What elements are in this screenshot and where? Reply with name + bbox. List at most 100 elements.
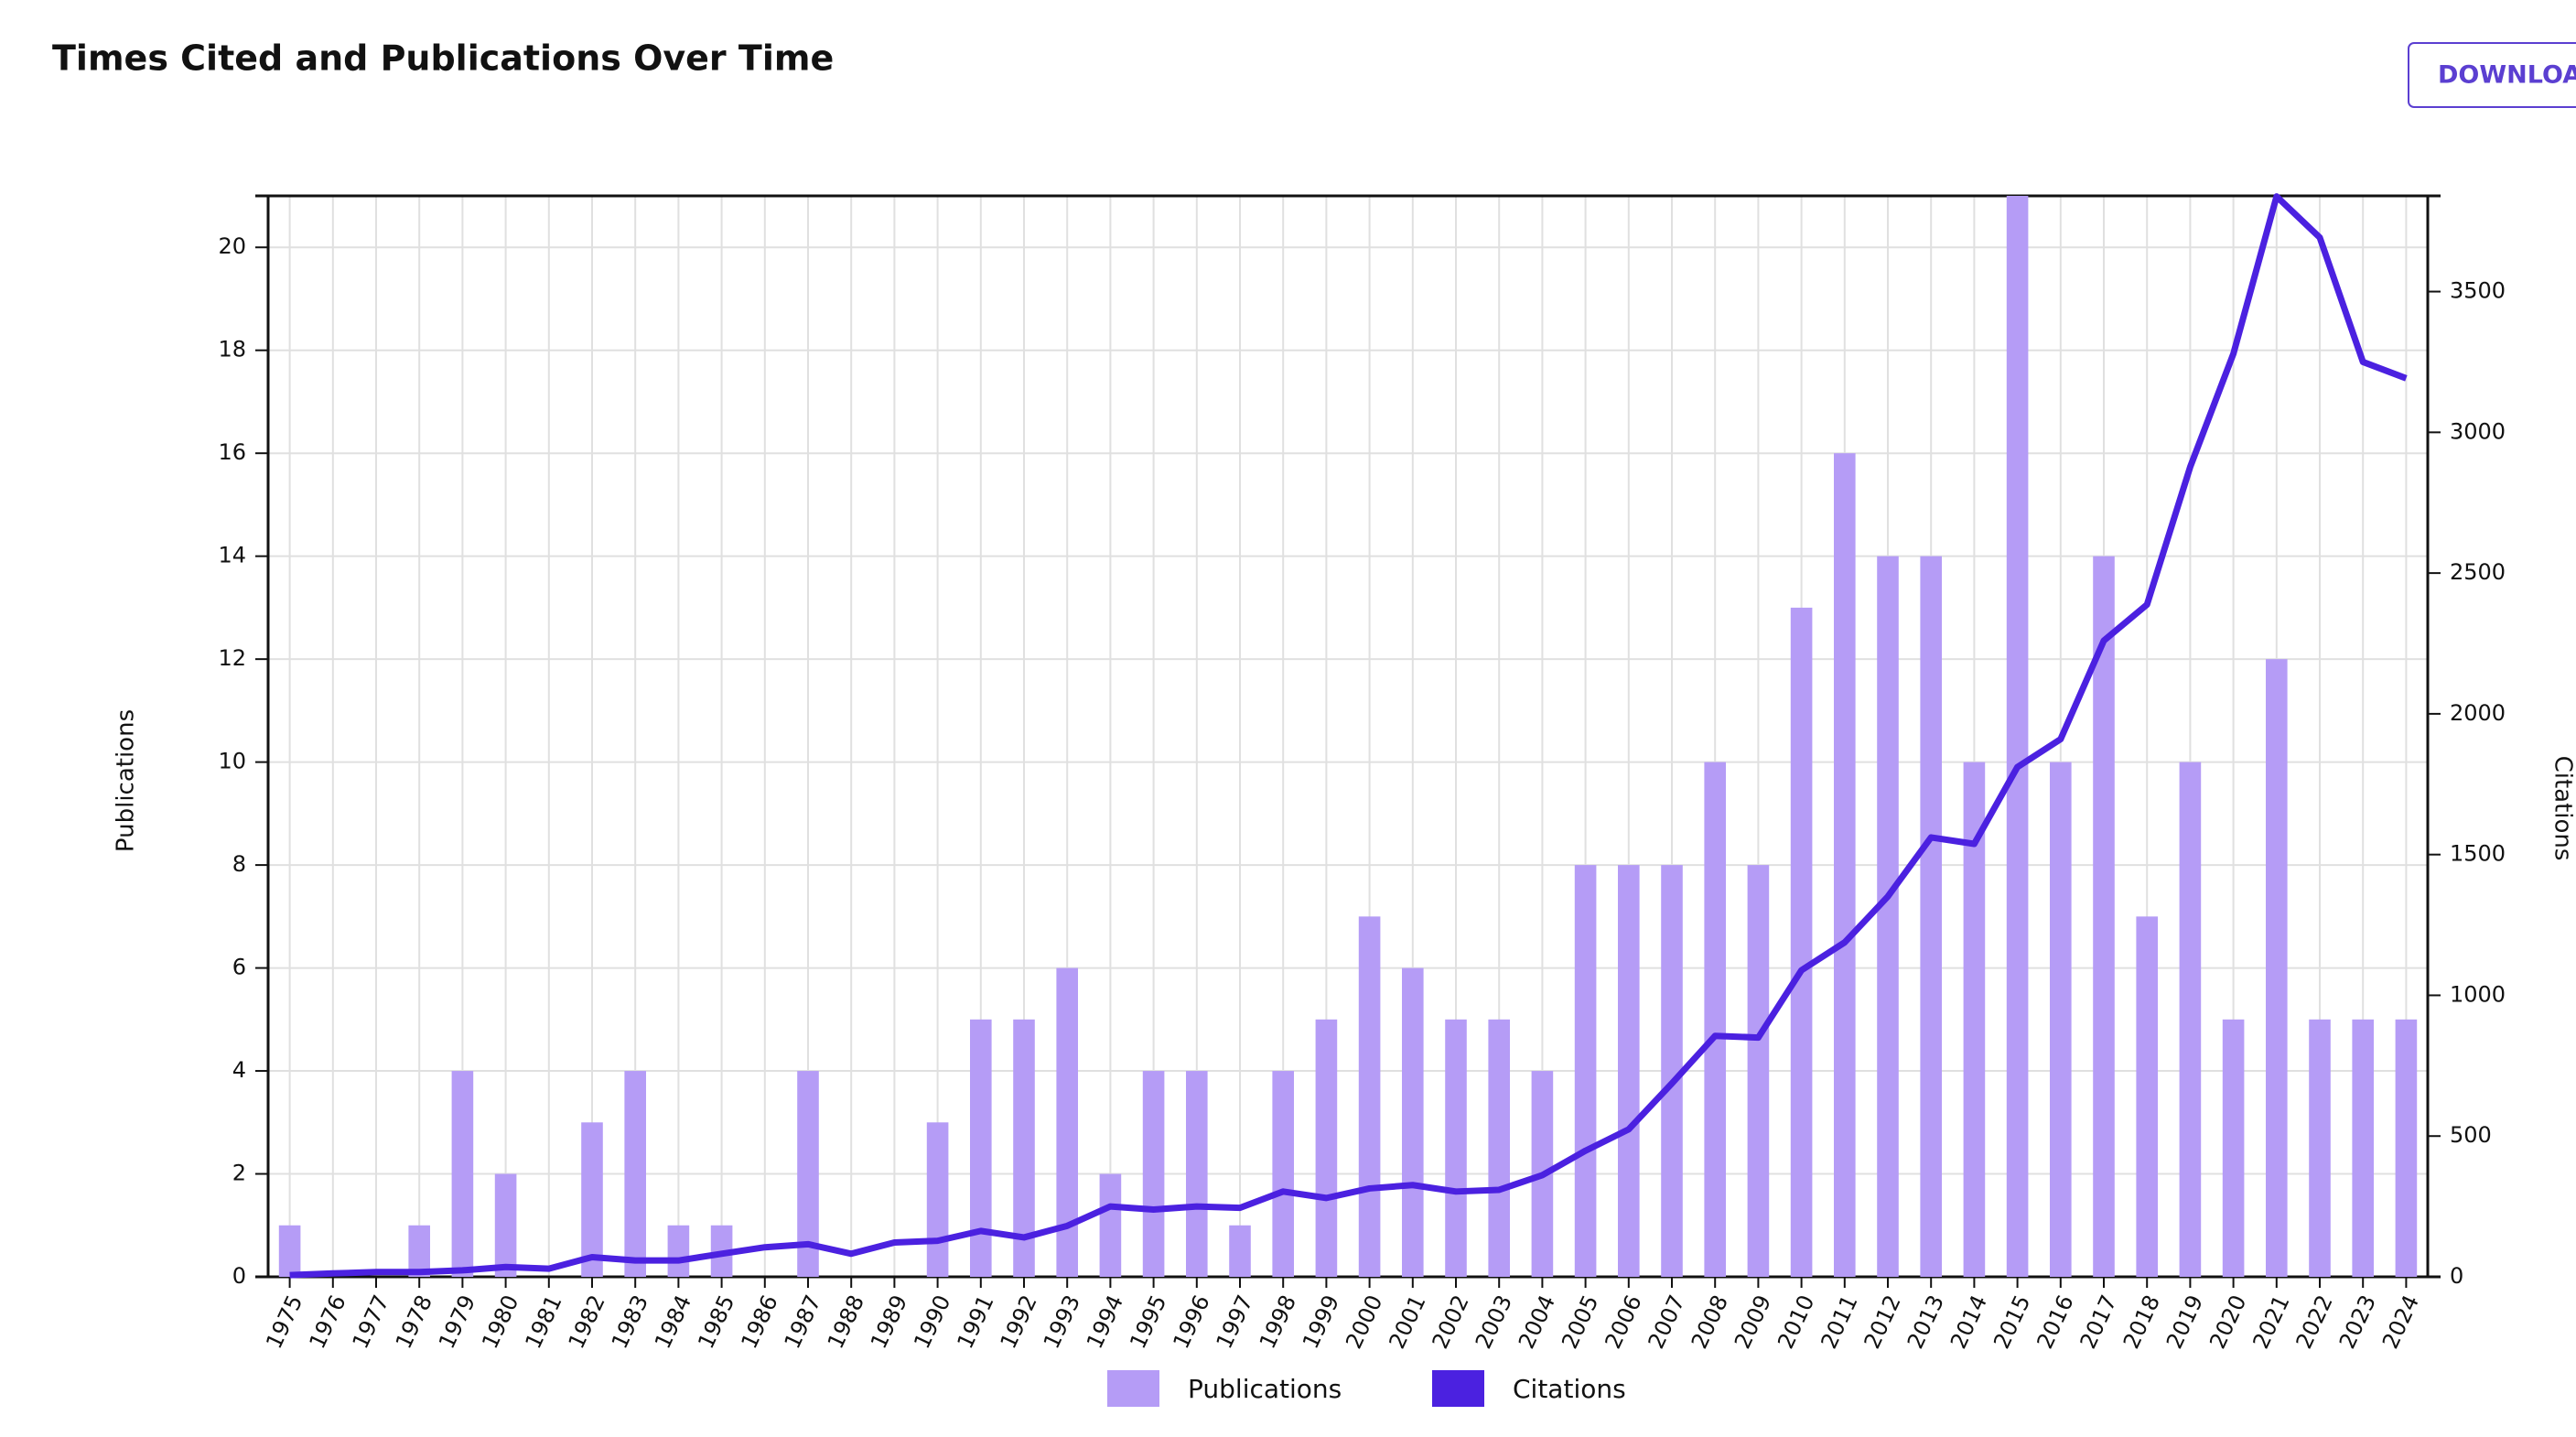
x-tick-label: 2005: [1557, 1291, 1603, 1353]
x-tick-label: 1992: [996, 1291, 1042, 1353]
y2-axis-title: Citations: [2549, 756, 2576, 861]
y-tick-label: 4: [232, 1057, 246, 1083]
x-tick-label: 2008: [1687, 1291, 1733, 1353]
x-tick-label: 1978: [391, 1291, 437, 1353]
bar: [1963, 762, 1986, 1277]
legend-label: Citations: [1513, 1374, 1626, 1404]
x-tick-label: 1980: [477, 1291, 523, 1353]
x-tick-label: 1990: [909, 1291, 955, 1353]
y-axis-title: Publications: [113, 709, 140, 852]
bar: [1877, 556, 1899, 1277]
bar: [926, 1122, 949, 1277]
y2-tick-label: 2500: [2450, 559, 2506, 585]
x-tick-label: 2022: [2291, 1291, 2338, 1353]
x-tick-label: 2018: [2118, 1291, 2165, 1353]
x-tick-label: 2009: [1730, 1291, 1776, 1353]
bar: [1574, 865, 1597, 1277]
y-tick-label: 12: [218, 645, 246, 671]
legend-label: Publications: [1188, 1374, 1342, 1404]
x-tick-label: 1977: [348, 1291, 394, 1353]
x-tick-label: 1998: [1255, 1291, 1301, 1353]
bar: [451, 1071, 474, 1277]
bar: [970, 1019, 992, 1277]
x-tick-label: 1997: [1212, 1291, 1258, 1353]
x-tick-label: 2016: [2032, 1291, 2078, 1353]
x-tick-label: 2004: [1514, 1291, 1560, 1353]
line: [289, 193, 2408, 1279]
bar: [1013, 1019, 1035, 1277]
bar: [2309, 1019, 2331, 1277]
y-tick-label: 0: [232, 1263, 246, 1289]
bar: [1445, 1019, 1467, 1277]
y2-tick-label: 3500: [2450, 278, 2506, 304]
bar: [2093, 556, 2115, 1277]
x-tick-label: 2014: [1945, 1291, 1992, 1353]
y-tick-label: 18: [218, 337, 246, 362]
bar: [1229, 1225, 1251, 1277]
bar: [2006, 196, 2029, 1277]
x-tick-label: 1979: [434, 1291, 480, 1353]
y-tick-label: 14: [218, 543, 246, 568]
x-tick-label: 2006: [1600, 1291, 1646, 1353]
x-tick-label: 1985: [693, 1291, 739, 1353]
bar: [1142, 1071, 1165, 1277]
x-tick-label: 2020: [2204, 1291, 2251, 1353]
bar: [624, 1071, 646, 1277]
bar: [1402, 967, 1424, 1277]
x-tick-label: 2013: [1902, 1291, 1949, 1353]
bar: [2179, 762, 2202, 1277]
y2-tick-label: 1000: [2450, 981, 2506, 1007]
x-tick-label: 1989: [866, 1291, 912, 1353]
x-tick-label: 1993: [1039, 1291, 1085, 1353]
bar: [2222, 1019, 2245, 1277]
bar: [1186, 1071, 1208, 1277]
y2-tick-label: 2000: [2450, 700, 2506, 726]
y-tick-label: 16: [218, 439, 246, 465]
bar: [1790, 607, 1813, 1277]
x-tick-label: 1983: [607, 1291, 653, 1353]
x-tick-label: 2010: [1773, 1291, 1819, 1353]
legend-swatch: [1432, 1370, 1484, 1407]
x-tick-label: 1976: [304, 1291, 350, 1353]
x-tick-label: 1995: [1125, 1291, 1171, 1353]
x-tick-label: 2011: [1816, 1291, 1862, 1353]
x-tick-label: 2007: [1644, 1291, 1690, 1353]
bar: [1661, 865, 1683, 1277]
bar: [667, 1225, 690, 1277]
bar: [1488, 1019, 1510, 1277]
y2-tick-label: 3000: [2450, 418, 2506, 444]
bar: [1618, 865, 1640, 1277]
x-tick-label: 1984: [650, 1291, 696, 1353]
bar: [1747, 865, 1770, 1277]
bar: [1099, 1173, 1122, 1277]
download-label[interactable]: DOWNLOAD: [2438, 61, 2576, 90]
bar: [1315, 1019, 1338, 1277]
x-tick-label: 1975: [261, 1291, 307, 1353]
x-tick-label: 1988: [823, 1291, 869, 1353]
x-tick-label: 2021: [2247, 1291, 2294, 1353]
x-tick-label: 2015: [1989, 1291, 2035, 1353]
bar: [2050, 762, 2072, 1277]
x-tick-label: 2017: [2075, 1291, 2122, 1353]
y2-tick-label: 1500: [2450, 841, 2506, 867]
y-tick-label: 10: [218, 749, 246, 774]
x-tick-label: 1999: [1298, 1291, 1344, 1353]
bar: [408, 1225, 430, 1277]
bar: [1056, 967, 1078, 1277]
bar: [581, 1122, 603, 1277]
bar: [1920, 556, 1942, 1277]
x-tick-label: 1987: [780, 1291, 826, 1353]
bar: [2266, 659, 2288, 1277]
x-tick-label: 1991: [952, 1291, 998, 1353]
bar: [1358, 916, 1381, 1277]
bar: [278, 1225, 301, 1277]
bar: [1704, 762, 1726, 1277]
bar: [2395, 1019, 2418, 1277]
y-tick-label: 2: [232, 1161, 246, 1186]
download-button[interactable]: [2408, 42, 2576, 108]
chart-title: Times Cited and Publications Over Time: [52, 38, 834, 79]
x-tick-label: 1994: [1082, 1291, 1128, 1353]
bar: [1834, 453, 1856, 1277]
